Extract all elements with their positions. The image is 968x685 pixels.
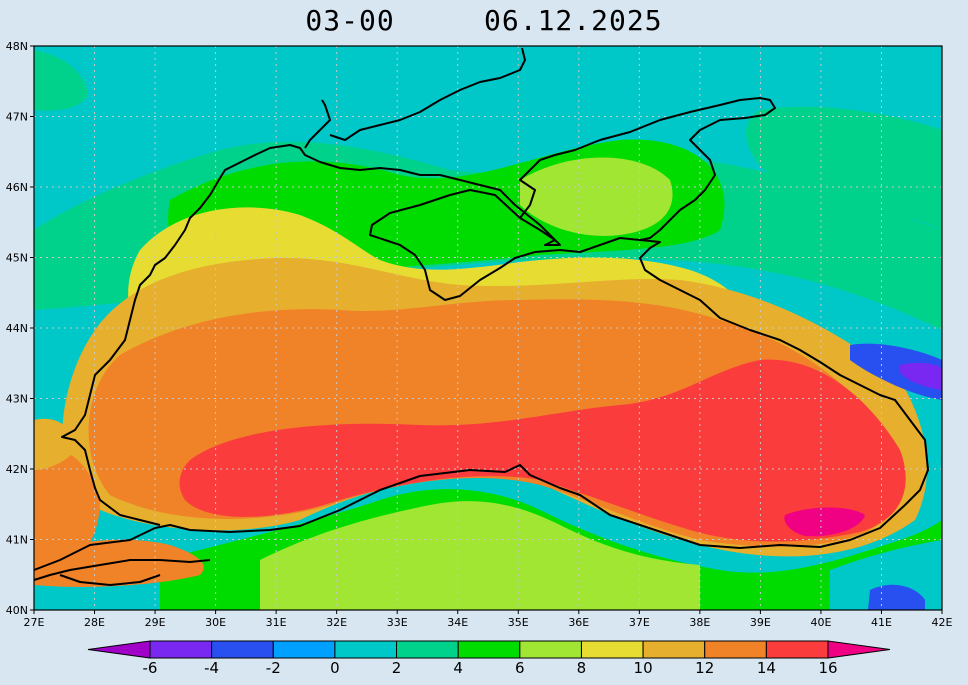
field-west-green	[34, 238, 82, 305]
colorbar-label: -6	[143, 659, 158, 677]
colorbar-label: 10	[634, 659, 653, 677]
lat-tick-label: 42N	[6, 463, 28, 476]
coastline	[33, 47, 929, 586]
lon-tick-label: 30E	[205, 616, 226, 629]
colorbar-bin	[149, 640, 213, 659]
forecast-time: 03-00	[305, 4, 395, 37]
field-west-orange-light	[34, 418, 80, 470]
lon-tick-label: 38E	[689, 616, 710, 629]
lat-tick-label: 45N	[6, 252, 28, 265]
lon-tick-label: 33E	[387, 616, 408, 629]
colorbar-label: 16	[818, 659, 837, 677]
lon-tick-label: 41E	[871, 616, 892, 629]
lat-tick-label: 44N	[6, 322, 28, 335]
forecast-date: 06.12.2025	[484, 4, 663, 37]
lon-tick-label: 35E	[508, 616, 529, 629]
lat-tick-label: 41N	[6, 534, 28, 547]
field-east-green	[746, 106, 942, 230]
colorbar-label: 6	[515, 659, 525, 677]
colorbar-bin	[580, 640, 644, 659]
colorbar-label: -2	[266, 659, 281, 677]
field-blue-east	[850, 343, 942, 400]
colorbar-label: -4	[204, 659, 219, 677]
lon-tick-label: 42E	[932, 616, 953, 629]
colorbar-min-arrow	[87, 640, 151, 659]
field-red	[179, 359, 906, 542]
colorbar-label: 14	[757, 659, 776, 677]
lon-tick-label: 37E	[629, 616, 650, 629]
lon-tick-label: 39E	[750, 616, 771, 629]
colorbar-label: 4	[453, 659, 463, 677]
colorbar-bin	[334, 640, 398, 659]
coastline-dnieper	[304, 47, 526, 149]
colorbar-bin	[396, 640, 459, 659]
colorbar-bin	[519, 640, 582, 659]
colorbar-label: 12	[695, 659, 714, 677]
colorbar-bin	[272, 640, 336, 659]
lat-lon-grid	[34, 46, 942, 610]
field-magenta-spot	[784, 507, 865, 537]
lon-tick-label: 31E	[266, 616, 287, 629]
lat-tick-label: 48N	[6, 40, 28, 53]
map-title: 03-00 06.12.2025	[0, 4, 968, 37]
field-lime-crimea	[520, 157, 673, 236]
lon-tick-label: 36E	[568, 616, 589, 629]
colorbar-bin	[211, 640, 274, 659]
latitude-axis: 48N 47N 46N 45N 44N 43N 42N 41N 40N	[6, 40, 34, 617]
colorbar-label: 2	[392, 659, 402, 677]
field-blue-se	[868, 584, 925, 610]
lon-tick-label: 32E	[326, 616, 347, 629]
field-south-lime	[260, 501, 700, 610]
colorbar-label: 8	[577, 659, 587, 677]
coastline-black-sea	[33, 144, 929, 571]
lon-tick-label: 27E	[24, 616, 45, 629]
longitude-axis: 27E 28E 29E 30E 31E 32E 33E 34E 35E 36E 37E 38E 39E 4…	[24, 610, 953, 629]
colorbar-bin	[765, 640, 829, 659]
lat-tick-label: 47N	[6, 111, 28, 124]
lat-tick-label: 46N	[6, 181, 28, 194]
temperature-field	[34, 46, 942, 610]
coastline-marmara	[33, 559, 211, 586]
colorbar-max-arrow	[827, 640, 891, 659]
colorbar-bin	[457, 640, 521, 659]
lon-tick-label: 34E	[447, 616, 468, 629]
lat-tick-label: 40N	[6, 604, 28, 617]
lat-tick-label: 43N	[6, 393, 28, 406]
field-nw-green	[34, 50, 88, 111]
colorbar-bin	[642, 640, 706, 659]
coastline-azov	[519, 97, 776, 241]
lon-tick-label: 40E	[810, 616, 831, 629]
lon-tick-label: 29E	[145, 616, 166, 629]
colorbar: -6 -4 -2 0 2 4 6 8 10 12 14 16	[87, 640, 891, 677]
field-purple-east	[900, 362, 942, 390]
lon-tick-label: 28E	[84, 616, 105, 629]
colorbar-label: 0	[330, 659, 340, 677]
colorbar-bin	[704, 640, 767, 659]
